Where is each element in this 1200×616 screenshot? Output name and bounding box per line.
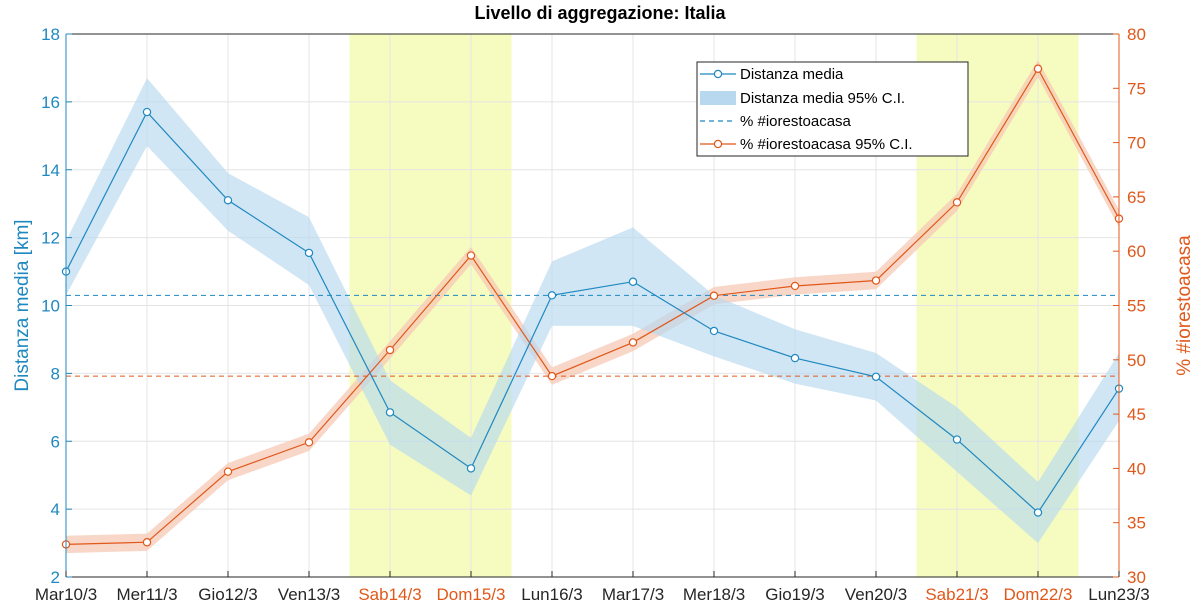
point-iorestoacasa-6	[466, 251, 476, 260]
point-distanza-3	[223, 196, 233, 205]
legend-series2-marker	[713, 139, 723, 149]
x-tick-label-2: Mer11/3	[116, 585, 177, 604]
x-tick-label-7: Lun16/3	[521, 585, 582, 604]
x-tick-label-9: Mer18/3	[683, 585, 745, 604]
point-distanza-2	[142, 107, 152, 117]
legend-series1-ci-patch	[700, 91, 736, 105]
point-iorestoacasa-2	[142, 538, 152, 547]
y-left-tick-label-7: 14	[41, 161, 60, 180]
point-iorestoacasa-4	[304, 438, 314, 447]
point-distanza-12	[952, 435, 962, 444]
x-tick-label-1: Mar10/3	[35, 585, 97, 604]
point-iorestoacasa-5	[385, 345, 395, 355]
y-left-tick-label-9: 18	[41, 25, 60, 44]
legend-series1-label: Distanza media	[740, 66, 844, 83]
axis-layer: 2 4 6 8 10 12 14 16 18 30 35 40 45 50 55 60 65 70 75 80 Mar1…	[35, 25, 1150, 604]
legend-mean-label: % #iorestoacasa	[740, 113, 852, 130]
y-left-tick-label-8: 16	[41, 93, 60, 112]
y-right-tick-label-6: 55	[1127, 297, 1146, 316]
point-iorestoacasa-12	[952, 198, 962, 207]
y-left-tick-label-3: 6	[51, 432, 60, 451]
point-iorestoacasa-9	[709, 291, 719, 300]
x-tick-label-4: Ven13/3	[278, 585, 340, 604]
point-distanza-13	[1033, 508, 1043, 517]
y-right-tick-label-9: 70	[1127, 134, 1146, 153]
legend-series1-marker	[713, 69, 723, 79]
point-iorestoacasa-8	[628, 338, 638, 347]
x-tick-label-10: Gio19/3	[765, 585, 825, 604]
y-right-tick-label-11: 80	[1127, 25, 1146, 44]
x-tick-label-11: Ven20/3	[845, 585, 907, 604]
point-distanza-5	[385, 408, 395, 417]
point-distanza-9	[709, 326, 719, 336]
y-right-tick-label-8: 65	[1127, 188, 1146, 207]
chart-title: Livello di aggregazione: Italia	[474, 3, 726, 23]
legend-box	[696, 61, 969, 157]
series-line-distanza	[65, 111, 1120, 514]
point-distanza-8	[628, 277, 638, 286]
x-tick-label-12: Sab21/3	[925, 585, 988, 604]
x-tick-label-13: Dom22/3	[1004, 585, 1073, 604]
point-distanza-11	[871, 372, 881, 381]
y-right-tick-label-1: 30	[1127, 568, 1146, 587]
legend-series1-ci-label: Distanza media 95% C.I.	[740, 90, 905, 107]
y-right-tick-label-7: 60	[1127, 242, 1146, 261]
point-distanza-10	[790, 353, 800, 363]
y-right-tick-label-3: 40	[1127, 459, 1146, 478]
y-right-tick-label-10: 75	[1127, 79, 1146, 98]
x-tick-label-6: Dom15/3	[437, 585, 506, 604]
y-left-tick-label-6: 12	[41, 229, 60, 248]
y-left-tick-label-2: 4	[51, 500, 60, 519]
x-tick-label-5: Sab14/3	[358, 585, 421, 604]
y-left-tick-label-5: 10	[41, 297, 60, 316]
series-line-iorestoacasa	[65, 67, 1120, 545]
x-tick-label-8: Mar17/3	[602, 585, 664, 604]
point-distanza-4	[304, 248, 314, 258]
point-distanza-6	[466, 464, 476, 473]
y-right-tick-label-2: 35	[1127, 514, 1146, 533]
x-tick-label-3: Gio12/3	[198, 585, 258, 604]
ci-band-distanza-media	[66, 78, 1119, 544]
y-right-tick-label-4: 45	[1127, 405, 1146, 424]
y-left-tick-label-1: 2	[51, 568, 60, 587]
y-axis-left-label: Distanza media [km]	[12, 219, 33, 391]
point-iorestoacasa-7	[547, 371, 557, 381]
point-iorestoacasa-3	[223, 467, 233, 476]
x-tick-label-14: Lun23/3	[1088, 585, 1149, 604]
point-iorestoacasa-10	[790, 281, 800, 291]
legend-series2-ci-label: % #iorestoacasa 95% C.I.	[740, 136, 913, 153]
legend: Distanza media Distanza media 95% C.I. %…	[696, 61, 969, 157]
y-left-tick-label-4: 8	[51, 364, 60, 383]
mean-line-layer	[66, 294, 1119, 377]
point-distanza-7	[547, 291, 557, 300]
point-iorestoacasa-13	[1033, 64, 1043, 73]
y-right-tick-label-5: 50	[1127, 351, 1146, 370]
point-iorestoacasa-11	[871, 276, 881, 285]
y-axis-right-label: % #iorestoacasa	[1174, 235, 1195, 376]
